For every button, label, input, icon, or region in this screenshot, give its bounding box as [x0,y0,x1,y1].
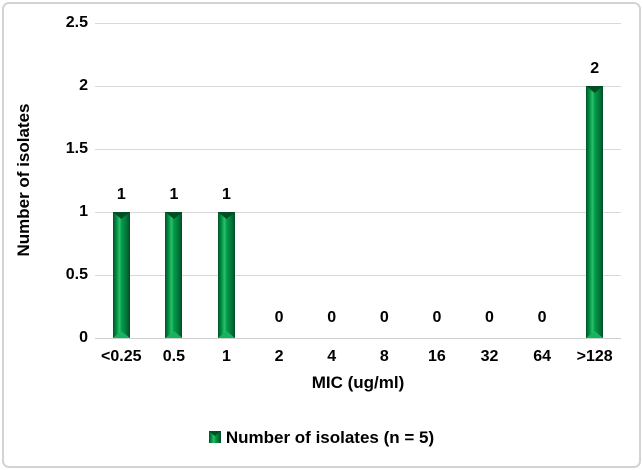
bar [586,86,604,338]
y-tick-label: 2 [79,77,88,94]
x-tick-label: 4 [327,348,337,365]
bar-top-cap [586,86,604,93]
bar-bottom-cap [218,331,235,338]
bar-top-cap [218,212,235,219]
gridline [95,85,621,87]
bar-value-label: 0 [274,309,284,326]
y-tick-label: 2.5 [65,14,88,31]
x-tick-label: 2 [274,348,284,365]
x-axis: <0.25 0.5 1 2 4 8 16 32 64 >128 [95,349,621,369]
legend-label: Number of isolates (n = 5) [225,427,435,447]
x-tick-label: 32 [480,348,499,365]
bar-value-label: 1 [169,186,179,203]
legend: Number of isolates (n = 5) [0,426,643,448]
y-axis: 0 0.5 1 1.5 2 2.5 [0,15,88,346]
bar-top-cap [112,212,130,219]
bar-bottom-cap [112,331,130,338]
gridline [95,274,621,276]
bar-value-label: 0 [327,309,337,326]
bar-value-label: 0 [432,309,442,326]
bar [112,212,130,338]
x-tick-label: 1 [222,348,231,365]
x-tick-label: <0.25 [101,348,142,365]
bar-value-label: 1 [222,186,231,203]
gridline [95,337,621,339]
gridline [95,148,621,150]
x-tick-label: 64 [533,348,551,365]
x-tick-label: >128 [576,348,613,365]
bar [165,212,183,338]
x-tick-label: 0.5 [162,348,186,365]
x-tick-label: 16 [427,348,446,365]
plot-area: 1 1 1 0 0 0 0 0 0 2 [95,22,621,339]
bar-value-label: 1 [116,186,126,203]
y-tick-label: 1.5 [65,140,88,157]
x-tick-label: 8 [379,348,389,365]
bar-top-cap [165,212,183,219]
gridline [95,22,621,24]
y-tick-label: 0 [79,329,88,346]
bar-value-label: 2 [590,60,600,77]
legend-marker-icon [208,431,221,443]
y-tick-label: 0.5 [65,266,88,283]
bar-bottom-cap [586,331,604,338]
gridline [95,211,621,213]
bar-value-label: 0 [485,309,494,326]
bar-value-label: 0 [537,309,547,326]
bar-bottom-cap [165,331,183,338]
bar-value-label: 0 [379,309,389,326]
y-tick-label: 1 [79,203,88,220]
x-axis-title: MIC (ug/ml) [311,373,405,392]
bar [218,212,235,338]
